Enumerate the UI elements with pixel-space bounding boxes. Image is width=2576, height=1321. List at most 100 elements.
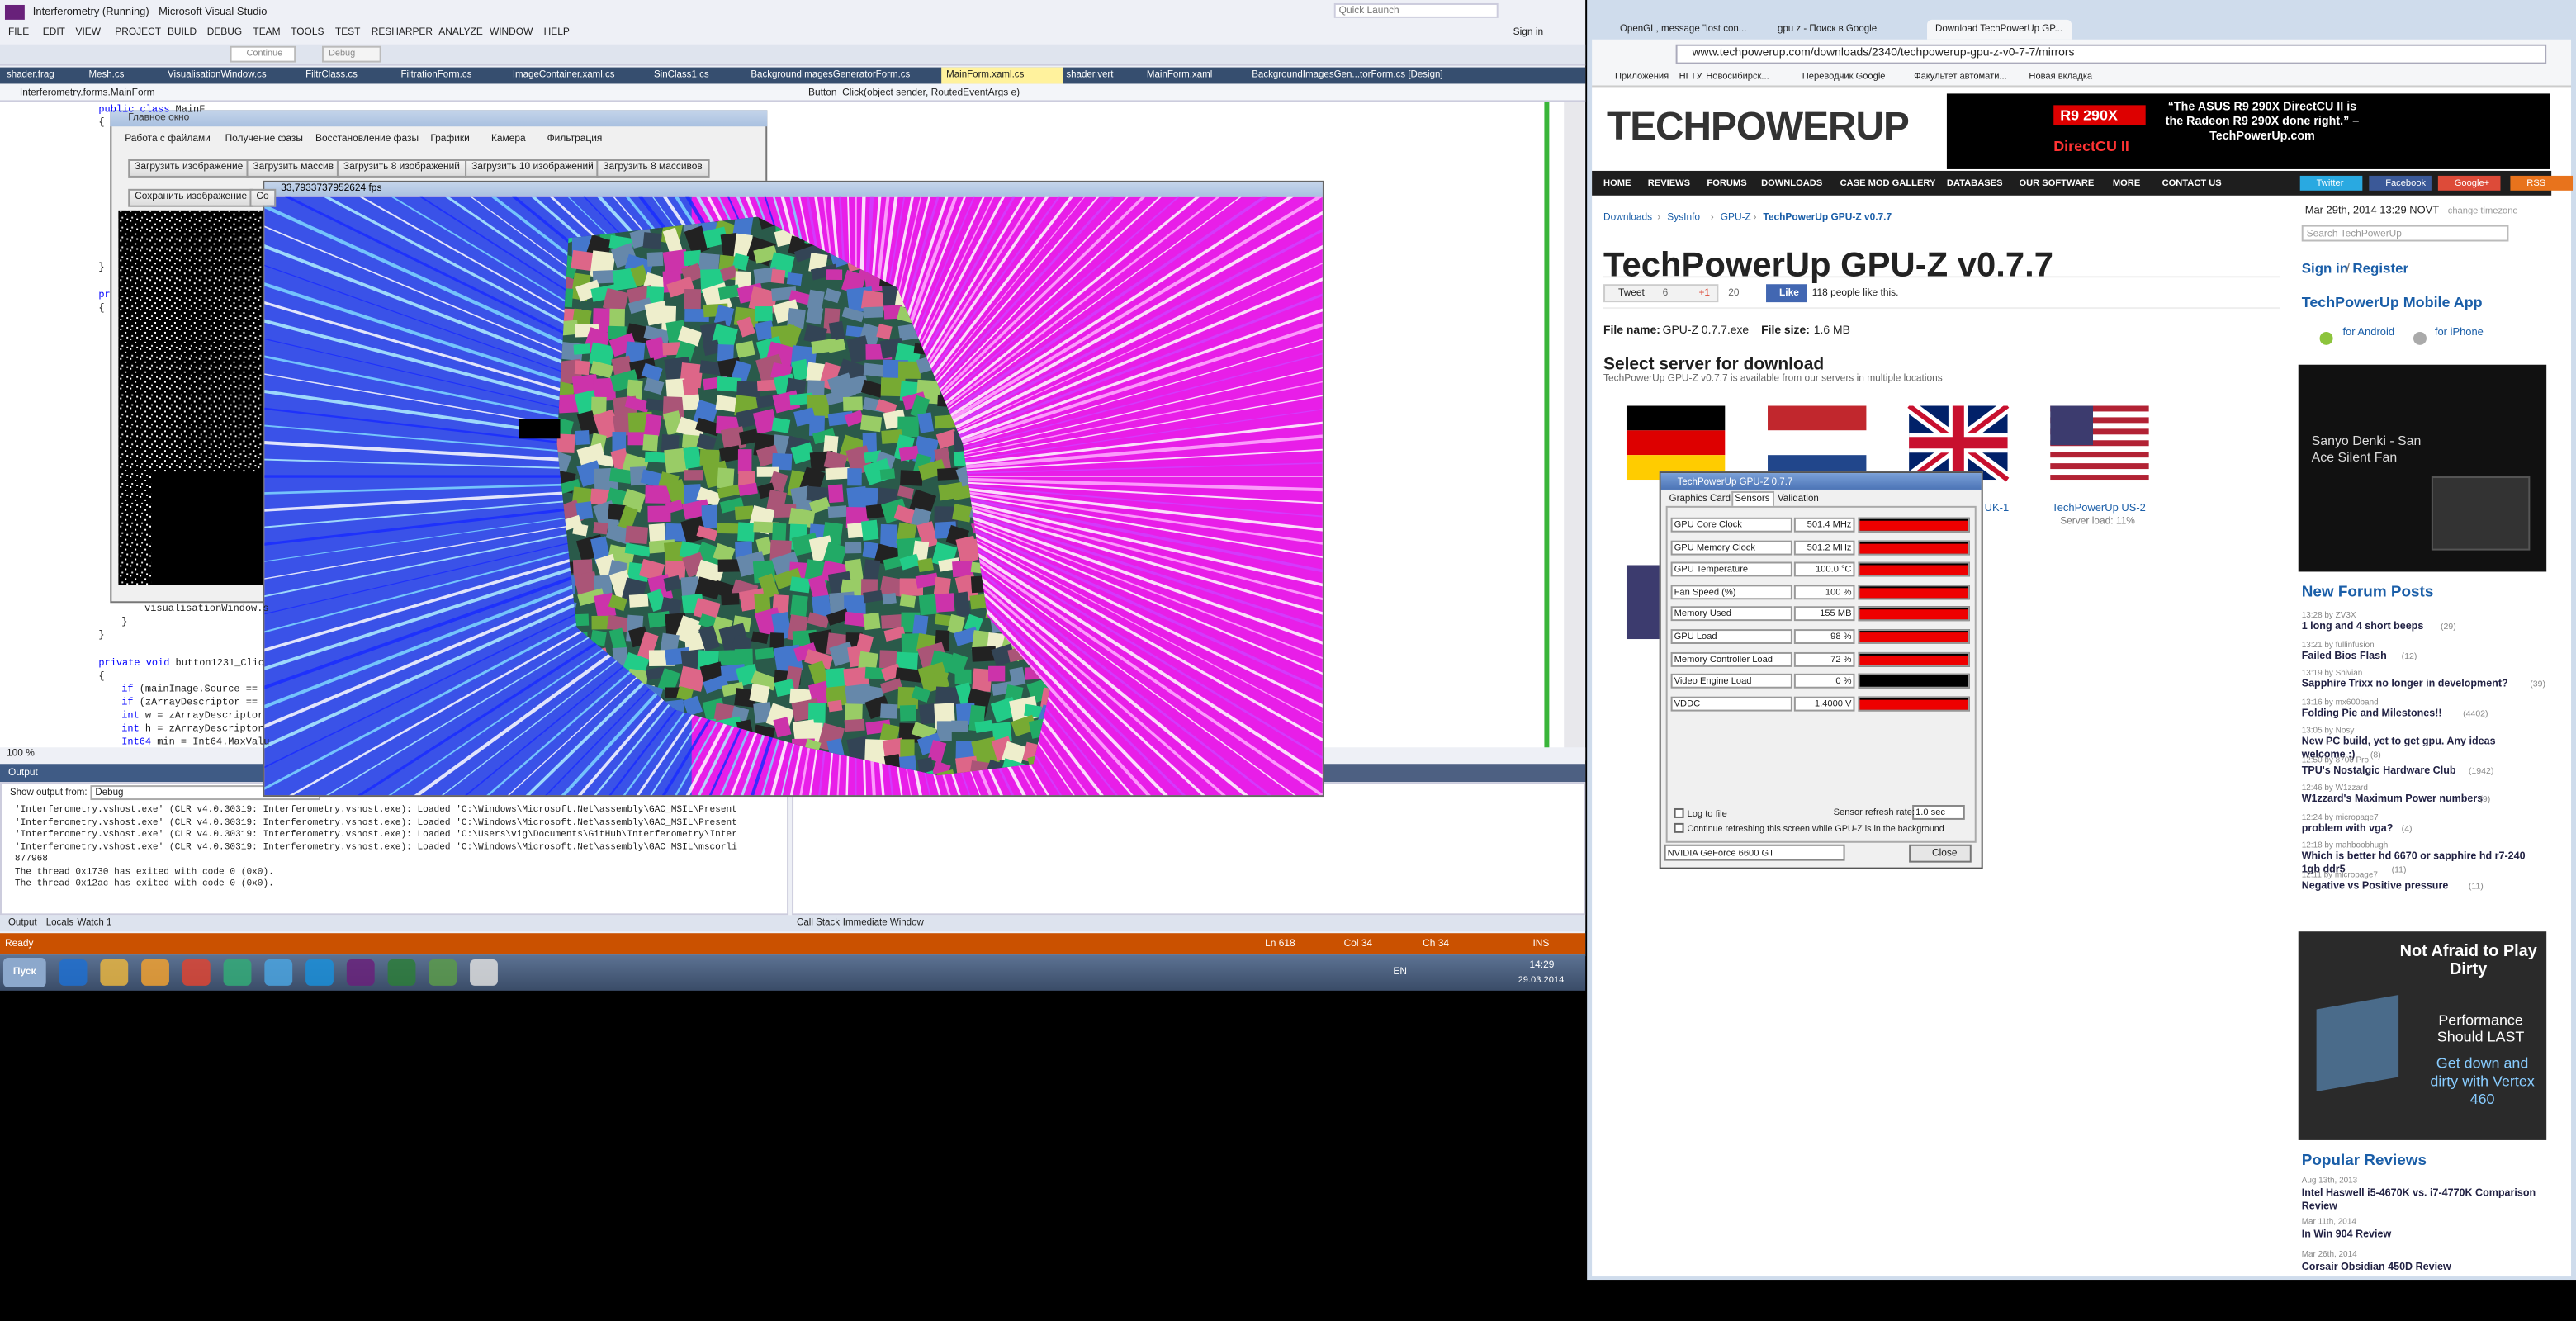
reviews-title[interactable]: Intel Haswell i5-4670K vs. i7-4770K Comp…	[2301, 1187, 2536, 1212]
sensors-name[interactable]: GPU Temperature	[1674, 565, 1749, 575]
vs-bottom-tabs-right[interactable]: Immediate Window	[842, 918, 924, 929]
vs-bottom-tabs-left[interactable]: Output	[7, 918, 37, 929]
vs-menu[interactable]: VIEW	[75, 27, 102, 38]
start-button[interactable]	[2, 958, 46, 987]
vs-tabs[interactable]: shader.vert	[1066, 70, 1114, 81]
main-form-buttons[interactable]: Загрузить 8 массивов	[596, 159, 709, 178]
main-form-tabs[interactable]: Камера	[490, 135, 526, 145]
server-us-name[interactable]: TechPowerUp US-2	[2052, 502, 2146, 514]
site-nav[interactable]: OUR SOFTWARE	[2019, 178, 2095, 189]
continue-checkbox[interactable]	[1674, 822, 1684, 833]
main-form-buttons[interactable]: Загрузить 8 изображений	[336, 159, 466, 178]
site-social[interactable]: Facebook	[2385, 178, 2427, 189]
site-breadcrumb[interactable]: TechPowerUp GPU-Z v0.7.7	[1763, 213, 1892, 224]
vs-bottom-tabs-left[interactable]: Locals	[45, 918, 74, 929]
gpuz-refresh[interactable]: 1.0 sec	[1915, 807, 1946, 818]
main-form-tabs[interactable]: Получение фазы	[225, 135, 303, 145]
share-like[interactable]: Like	[1778, 289, 1799, 300]
site-nav[interactable]: CONTACT US	[2162, 178, 2222, 189]
sensors-name[interactable]: Memory Used	[1674, 609, 1731, 620]
main-form-tabs[interactable]: Работа с файлами	[125, 135, 211, 145]
sensors-name[interactable]: GPU Core Clock	[1674, 520, 1742, 531]
sensors-name[interactable]: VDDC	[1674, 699, 1701, 710]
posts-title[interactable]: New PC build, yet to get gpu. Any ideas …	[2301, 736, 2496, 760]
reviews-title[interactable]: Corsair Obsidian 450D Review	[2301, 1262, 2451, 1274]
browser-tabs[interactable]: OpenGL, message "lost con...	[1619, 24, 1747, 35]
vs-tabs[interactable]: MainForm.xaml	[1146, 70, 1213, 81]
vs-tabs[interactable]: VisualisationWindow.cs	[167, 70, 267, 81]
vs-menu[interactable]: EDIT	[42, 27, 65, 38]
quick-launch-box[interactable]	[1333, 2, 1499, 18]
browser-bookmarks[interactable]: Факультет автомати...	[1914, 72, 2007, 83]
vs-menu[interactable]: WINDOW	[489, 27, 533, 38]
main-form-buttons[interactable]: Загрузить 10 изображений	[465, 159, 600, 178]
browser-url[interactable]: www.techpowerup.com/downloads/2340/techp…	[1692, 47, 2075, 59]
sensors-name[interactable]: GPU Load	[1674, 632, 1717, 643]
site-nav[interactable]: HOME	[1603, 178, 1631, 189]
toolbar-config[interactable]: Debug	[328, 49, 356, 59]
browser-bookmarks[interactable]: Приложения	[1614, 72, 1669, 83]
vs-tabs[interactable]: SinClass1.cs	[653, 70, 709, 81]
share-plus[interactable]: +1	[1698, 289, 1711, 300]
sidebar-sign-in[interactable]: Sign in	[2301, 259, 2349, 277]
vs-menu[interactable]: FILE	[7, 27, 30, 38]
active-browser-tab[interactable]	[1927, 19, 2072, 40]
posts-title[interactable]: Failed Bios Flash	[2301, 649, 2387, 661]
site-social[interactable]: Twitter	[2316, 178, 2344, 189]
vs-menu[interactable]: PROJECT	[115, 27, 162, 38]
vs-zoom[interactable]: 100 %	[6, 749, 35, 760]
vs-tabs[interactable]: BackgroundImagesGeneratorForm.cs	[751, 70, 911, 81]
ad-banner[interactable]	[1946, 93, 2550, 169]
site-breadcrumb[interactable]: Downloads	[1603, 213, 1653, 224]
gpuz-log[interactable]: Log to file	[1687, 809, 1727, 820]
scrollbar[interactable]	[1564, 102, 1584, 748]
vs-tabs[interactable]: BackgroundImagesGen...torForm.cs [Design…	[1252, 70, 1443, 81]
reviews-title[interactable]: In Win 904 Review	[2301, 1229, 2392, 1241]
sidebar-mobile[interactable]: TechPowerUp Mobile App	[2301, 294, 2483, 311]
omnibox[interactable]	[1675, 44, 2547, 64]
site-logo[interactable]: TECHPOWERUP	[1607, 105, 1910, 150]
vs-tabs[interactable]: Mesh.cs	[88, 70, 125, 81]
posts-title[interactable]: W1zzard's Maximum Power numbers	[2301, 793, 2484, 806]
main-form-buttons-row2[interactable]: Со	[249, 188, 276, 207]
vs-sign-in[interactable]: Sign in	[1513, 27, 1544, 38]
card-select[interactable]	[1664, 844, 1845, 861]
sidebar-timezone[interactable]: change timezone	[2447, 206, 2518, 217]
posts-title[interactable]: Negative vs Positive pressure	[2301, 879, 2449, 892]
main-form-tabs[interactable]: Восстановление фазы	[315, 135, 419, 145]
vs-menu[interactable]: RESHARPER	[371, 27, 433, 38]
vs-tabs[interactable]: shader.frag	[6, 70, 54, 81]
browser-tabs[interactable]: Download TechPowerUp GP...	[1934, 24, 2063, 35]
output-source[interactable]: Debug	[95, 788, 124, 799]
close-button[interactable]	[1909, 844, 1972, 863]
posts-title[interactable]: problem with vga?	[2301, 821, 2394, 834]
refresh-select[interactable]	[1912, 805, 1965, 820]
main-form-buttons-row2[interactable]: Сохранить изображение	[128, 188, 254, 207]
main-form-tabs[interactable]: Фильтрация	[547, 135, 603, 145]
taskbar-start[interactable]: Пуск	[12, 967, 36, 978]
vs-nav-right[interactable]: Button_Click(object sender, RoutedEventA…	[807, 88, 1020, 99]
site-search[interactable]	[2301, 225, 2509, 242]
vs-menu[interactable]: TEAM	[253, 27, 281, 38]
toolbar-continue[interactable]: Continue	[246, 49, 283, 59]
config-box[interactable]	[322, 45, 381, 63]
continue-box[interactable]	[230, 45, 296, 63]
gpuz-close[interactable]: Close	[1932, 849, 1958, 859]
site-breadcrumb[interactable]: SysInfo	[1667, 213, 1701, 224]
site-social[interactable]: Google+	[2454, 178, 2490, 189]
browser-bookmarks[interactable]: Переводчик Google	[1802, 72, 1886, 83]
sidebar-android[interactable]: for Android	[2342, 326, 2395, 339]
gpuz-tabs[interactable]: Validation	[1777, 494, 1819, 504]
vs-tabs[interactable]: ImageContainer.xaml.cs	[512, 70, 615, 81]
browser-bookmarks[interactable]: НГТУ. Новосибирск...	[1679, 72, 1769, 83]
posts-title[interactable]: Sapphire Trixx no longer in development?	[2301, 678, 2508, 690]
vs-tabs[interactable]: FiltrClass.cs	[305, 70, 358, 81]
like-button[interactable]	[1766, 284, 1807, 303]
sidebar-register[interactable]: Register	[2352, 259, 2409, 277]
vs-menu[interactable]: HELP	[543, 27, 570, 38]
site-nav[interactable]: REVIEWS	[1647, 178, 1691, 189]
gpuz-tabs[interactable]: Sensors	[1735, 494, 1770, 504]
sidebar-reviews-title[interactable]: Popular Reviews	[2301, 1151, 2427, 1170]
posts-title[interactable]: Folding Pie and Milestones!!	[2301, 707, 2442, 719]
posts-title[interactable]: Which is better hd 6670 or sapphire hd r…	[2301, 850, 2526, 875]
